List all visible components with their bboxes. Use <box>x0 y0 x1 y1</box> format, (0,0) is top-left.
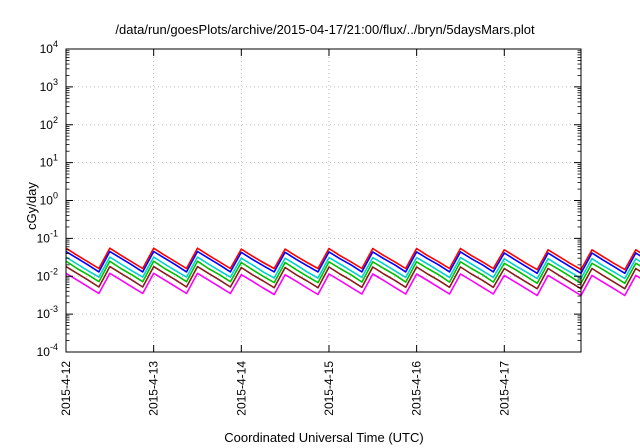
y-tick-base: 10 <box>37 231 51 245</box>
y-tick-exponent: -3 <box>50 304 58 314</box>
series-group <box>65 247 640 297</box>
y-tick-base: 10 <box>40 42 54 56</box>
x-tick-label: 2015-4-15 <box>322 361 336 416</box>
series-line-3 <box>65 256 640 280</box>
x-tick-label: 2015-4-14 <box>234 361 248 416</box>
y-tick-exponent: -4 <box>50 342 58 352</box>
y-tick-label: 100 <box>40 191 58 208</box>
series-line-4 <box>65 260 640 285</box>
y-tick-exponent: 2 <box>53 115 58 125</box>
y-tick-label: 103 <box>40 77 58 94</box>
series-line-2 <box>65 250 640 275</box>
y-tick-base: 10 <box>40 156 54 170</box>
y-tick-base: 10 <box>37 345 51 359</box>
y-tick-exponent: -2 <box>50 266 58 276</box>
y-tick-exponent: 3 <box>53 77 58 87</box>
y-tick-label: 10-4 <box>37 342 58 359</box>
y-tick-label: 104 <box>40 39 58 56</box>
y-axis-title: cGy/day <box>24 182 39 230</box>
x-tick-label: 2015-4-17 <box>497 361 511 416</box>
y-tick-label: 10-3 <box>37 304 58 321</box>
y-tick-label: 10-2 <box>37 266 58 283</box>
y-tick-label: 10-1 <box>37 228 58 245</box>
series-line-5 <box>65 265 640 290</box>
y-tick-base: 10 <box>37 307 51 321</box>
chart-title: /data/run/goesPlots/archive/2015-04-17/2… <box>115 22 535 37</box>
y-tick-base: 10 <box>37 269 51 283</box>
x-tick-label: 2015-4-16 <box>410 361 424 416</box>
y-tick-exponent: 1 <box>53 153 58 163</box>
y-tick-exponent: -1 <box>50 228 58 238</box>
y-tick-base: 10 <box>40 194 54 208</box>
x-axis-title: Coordinated Universal Time (UTC) <box>224 430 423 445</box>
y-tick-label: 101 <box>40 153 58 170</box>
y-tick-label: 102 <box>40 115 58 132</box>
y-tick-exponent: 4 <box>53 39 58 49</box>
y-tick-base: 10 <box>40 118 54 132</box>
y-tick-exponent: 0 <box>53 191 58 201</box>
x-tick-label: 2015-4-12 <box>59 361 73 416</box>
series-line-6 <box>65 272 640 297</box>
x-tick-label: 2015-4-13 <box>147 361 161 416</box>
y-tick-base: 10 <box>40 80 54 94</box>
x-axis: 2015-4-12 2015-4-13 2015-4-14 2015-4-15 2015… <box>59 49 511 416</box>
series-line-1 <box>65 247 640 271</box>
grid <box>66 49 581 352</box>
plot-frame <box>65 48 582 353</box>
